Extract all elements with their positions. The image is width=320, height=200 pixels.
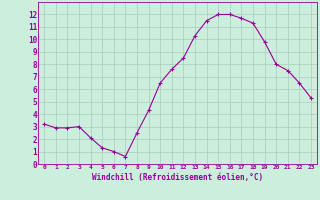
X-axis label: Windchill (Refroidissement éolien,°C): Windchill (Refroidissement éolien,°C): [92, 173, 263, 182]
